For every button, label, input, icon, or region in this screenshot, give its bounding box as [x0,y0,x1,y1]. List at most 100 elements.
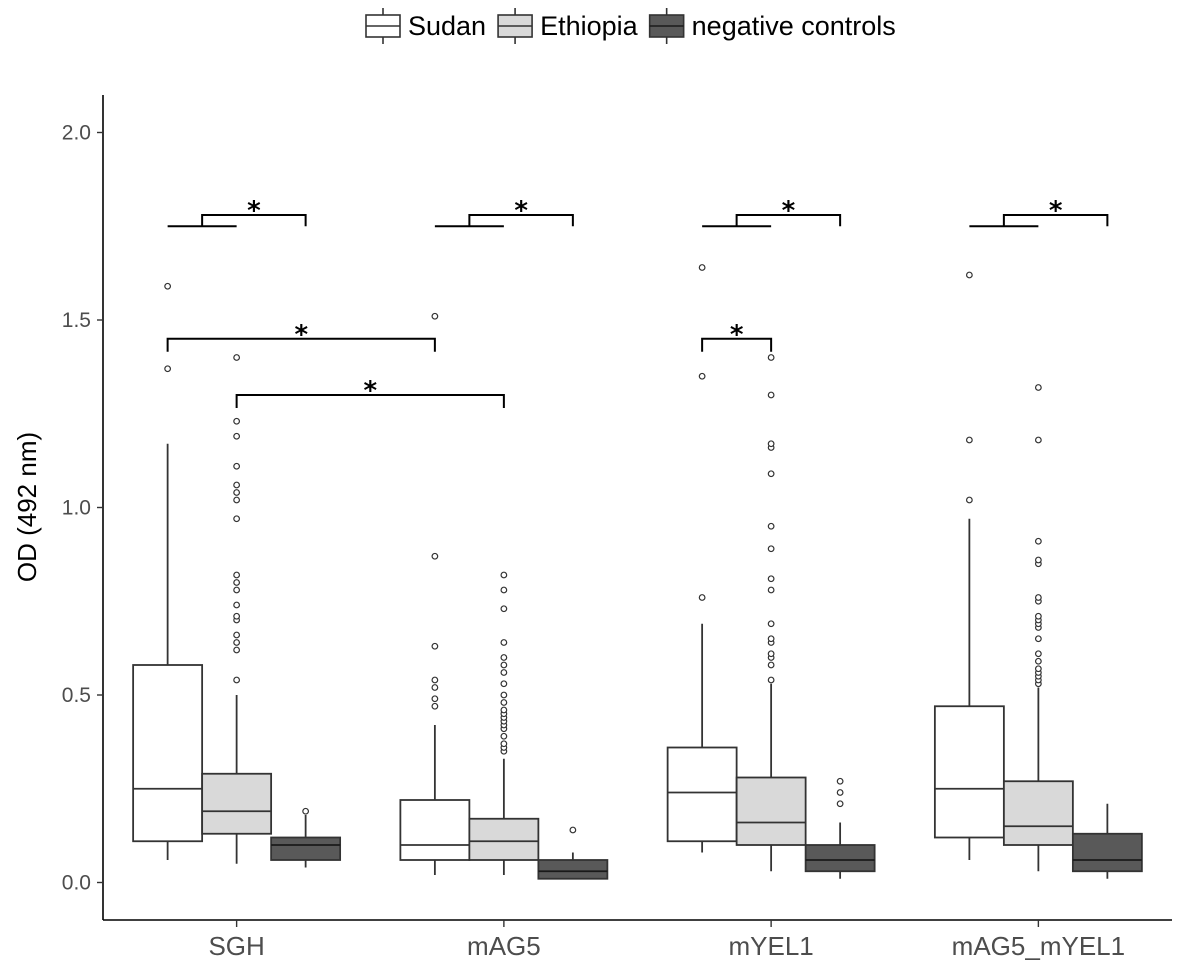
outlier-point [767,522,775,530]
box-negative-controls-myel1 [804,777,876,879]
significance-star: * [1049,196,1063,226]
outlier-point [431,312,439,320]
significance-star: * [247,196,261,226]
outlier-point [500,740,508,748]
box-iqr [735,776,807,846]
outlier-point [767,620,775,628]
box-negative-controls-mag5 [537,826,609,880]
outlier-point [767,586,775,594]
outlier-point [431,702,439,710]
outlier-point [431,552,439,560]
significance-star: * [514,196,528,226]
outlier-point [233,571,241,579]
outlier-point [500,669,508,676]
legend-item-ethiopia: Ethiopia [497,8,639,44]
outlier-point [500,639,508,646]
box-iqr [468,817,540,861]
outlier-point [767,575,775,583]
outlier-point [233,417,241,425]
outlier-point [500,691,508,699]
y-tick-label: 0.5 [62,684,91,707]
outlier-point [233,489,241,496]
box-ethiopia-sgh [201,354,273,864]
outlier-point [233,639,241,646]
outlier-point [500,654,508,661]
legend-label: Ethiopia [540,11,639,41]
outlier-point [164,365,172,373]
outlier-point [767,391,775,399]
legend-item-sudan: Sudan [365,8,486,44]
outlier-point [1034,436,1042,444]
outlier-point [965,271,973,279]
significance-2: * [434,196,574,228]
outlier-point [767,470,775,478]
outlier-point [1034,556,1042,564]
outlier-point [767,635,775,643]
outlier-point [302,807,310,815]
outlier-point [1034,635,1042,643]
legend-label: Sudan [408,11,486,41]
outlier-point [1034,612,1042,620]
outlier-point [500,699,508,706]
outlier-point [233,481,241,489]
box-ethiopia-mag5 [468,571,540,875]
significance-star: * [294,320,308,350]
bracket-high [468,214,574,227]
x-tick-label: SGH [208,931,264,961]
outlier-point [1034,594,1042,601]
outlier-point [233,601,241,609]
box-iqr [201,772,273,835]
legend-item-negative-controls: negative controls [648,8,896,44]
significance-3: * [702,196,842,228]
box-sudan-mag5 [399,312,471,875]
y-tick-label: 2.0 [62,122,91,145]
outlier-point [1034,657,1042,665]
box-iqr [132,664,204,843]
bracket-high [1002,214,1109,227]
outlier-point [233,586,241,594]
significance-annotations: * * * * * * * [166,196,1109,408]
outlier-point [569,826,577,834]
outlier-point [233,612,241,620]
outlier-point [836,789,844,796]
outlier-point [233,579,241,586]
outlier-point [500,586,508,594]
box-iqr [666,746,738,843]
outlier-point [836,800,844,808]
outlier-point [431,684,439,691]
bracket [166,337,436,352]
bracket [701,337,773,352]
x-tick-label: mAG5_mYEL1 [952,931,1125,961]
outlier-point [1034,384,1042,391]
outlier-point [767,440,775,448]
significance-star: * [363,376,377,406]
outlier-point [767,650,775,658]
box-sudan-myel1 [666,264,738,853]
box-iqr [399,799,471,861]
y-tick-label: 1.0 [62,497,91,520]
box-iqr [537,859,609,880]
box-iqr [804,844,876,873]
significance-star: * [782,196,796,226]
outlier-point [1034,665,1042,673]
y-axis-title: OD (492 nm) [12,432,42,582]
outlier-point [500,732,508,740]
outlier-point [431,695,439,703]
y-ticks: 0.0 0.5 1.0 1.5 2.0 [62,122,103,895]
box-iqr [270,836,342,861]
y-tick-label: 0.0 [62,872,91,895]
outlier-point [233,496,241,504]
significance-1: * [167,196,307,228]
box-iqr [933,705,1005,839]
outlier-point [233,631,241,639]
outlier-point [698,594,706,601]
outlier-point [500,571,508,579]
outlier-point [233,432,241,440]
legend: Sudan Ethiopia negative controls [365,8,896,44]
outlier-point [233,515,241,523]
significance-5: * [166,320,436,352]
outlier-point [698,264,706,271]
box-ethiopia-mag5-myel1 [1002,384,1074,872]
bracket [235,394,505,408]
